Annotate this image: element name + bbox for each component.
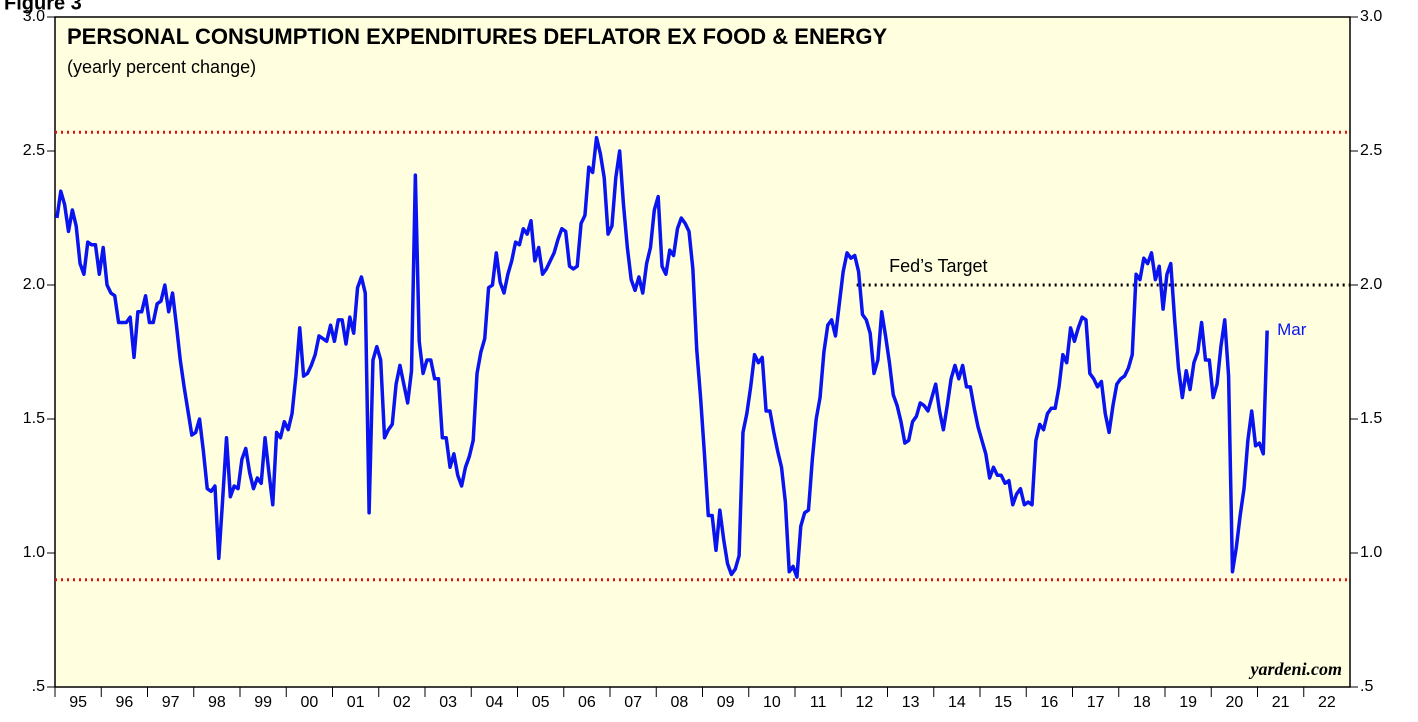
x-tick-label: 95 [69,694,87,711]
x-tick-label: 21 [1272,694,1290,711]
y-tick-label: 2.0 [1360,276,1382,293]
x-tick-label: 05 [532,694,550,711]
x-tick-label: 96 [115,694,133,711]
y-tick-label: .5 [1360,678,1373,695]
x-tick-label: 22 [1318,694,1336,711]
plot-area [54,16,1351,688]
end-label: Mar [1277,320,1307,339]
x-tick-label: 01 [347,694,365,711]
figure-label: Figure 3 [4,0,82,14]
x-tick-label: 14 [948,694,966,711]
x-tick-label: 99 [254,694,272,711]
y-tick-label: .5 [32,678,45,695]
x-tick-label: 04 [485,694,503,711]
x-tick-label: 07 [624,694,642,711]
x-tick-label: 09 [717,694,735,711]
x-tick-label: 20 [1225,694,1243,711]
x-tick-label: 03 [439,694,457,711]
y-tick-label: 3.0 [1360,8,1382,25]
y-tick-label: 2.5 [1360,142,1382,159]
x-tick-label: 97 [162,694,180,711]
x-tick-label: 06 [578,694,596,711]
y-tick-label: 1.5 [23,410,45,427]
x-tick-label: 18 [1133,694,1151,711]
y-tick-label: 2.0 [23,276,45,293]
x-tick-label: 12 [855,694,873,711]
y-tick-label: 1.5 [1360,410,1382,427]
x-tick-label: 08 [670,694,688,711]
x-tick-label: 11 [810,694,827,711]
x-tick-label: 00 [300,694,318,711]
data-line [55,135,1269,579]
x-tick-label: 13 [902,694,920,711]
y-tick-label: 1.0 [23,544,45,561]
source: yardeni.com [1249,659,1343,679]
x-tick-label: 15 [994,694,1012,711]
target-label: Fed’s Target [889,256,987,276]
x-tick-label: 17 [1087,694,1105,711]
chart-title: PERSONAL CONSUMPTION EXPENDITURES DEFLAT… [67,24,888,49]
x-tick-label: 10 [763,694,781,711]
x-tick-label: 98 [208,694,226,711]
x-tick-label: 19 [1179,694,1197,711]
y-tick-label: 3.0 [23,8,45,25]
chart-subtitle: (yearly percent change) [67,57,256,77]
y-tick-label: 1.0 [1360,544,1382,561]
x-tick-label: 16 [1040,694,1058,711]
x-tick-label: 02 [393,694,411,711]
y-tick-label: 2.5 [23,142,45,159]
